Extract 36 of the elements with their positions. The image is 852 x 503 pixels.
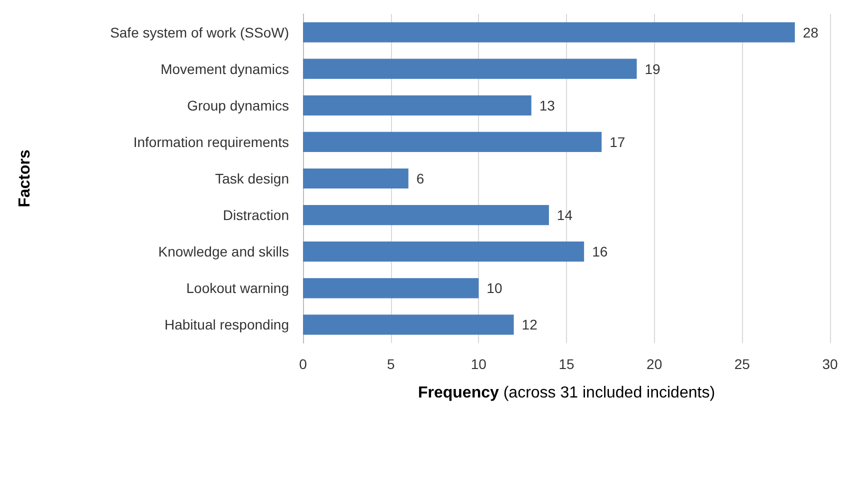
data-label: 10 — [486, 280, 502, 296]
data-label: 14 — [556, 207, 573, 224]
bar — [303, 205, 549, 226]
bar — [303, 314, 514, 335]
x-tick-label: 15 — [558, 356, 574, 372]
x-tick-label: 10 — [470, 356, 487, 372]
bar — [303, 278, 479, 298]
y-tick-label: Task design — [215, 170, 289, 186]
data-label: 13 — [539, 97, 556, 114]
y-tick-label: Knowledge and skills — [158, 244, 289, 260]
x-tick-label: 20 — [646, 356, 662, 372]
x-tick-label: 5 — [386, 356, 395, 372]
x-tick-label: 30 — [822, 356, 838, 372]
data-label: 6 — [416, 170, 424, 186]
y-tick-label: Group dynamics — [187, 97, 289, 114]
data-label: 12 — [522, 316, 538, 333]
y-tick-label: Habitual responding — [164, 316, 289, 333]
bar — [303, 95, 532, 116]
y-tick-label: Movement dynamics — [160, 60, 289, 77]
data-label: 28 — [802, 24, 819, 40]
y-tick-label: Safe system of work (SSoW) — [110, 24, 289, 40]
data-label: 17 — [610, 134, 626, 150]
data-label: 19 — [644, 60, 661, 77]
y-tick-label: Lookout warning — [186, 280, 289, 296]
data-label: 16 — [592, 244, 608, 260]
y-tick-label: Information requirements — [133, 134, 289, 150]
x-tick-label: 25 — [734, 356, 750, 372]
x-tick-label: 0 — [299, 356, 308, 372]
bar — [303, 242, 584, 262]
x-axis-title: Frequency (across 31 included incidents) — [418, 384, 716, 402]
bar — [303, 132, 602, 152]
bar — [303, 58, 637, 79]
bar — [303, 168, 408, 189]
y-axis-title: Factors — [16, 150, 34, 208]
y-tick-label: Distraction — [222, 207, 289, 224]
bar — [303, 22, 795, 42]
